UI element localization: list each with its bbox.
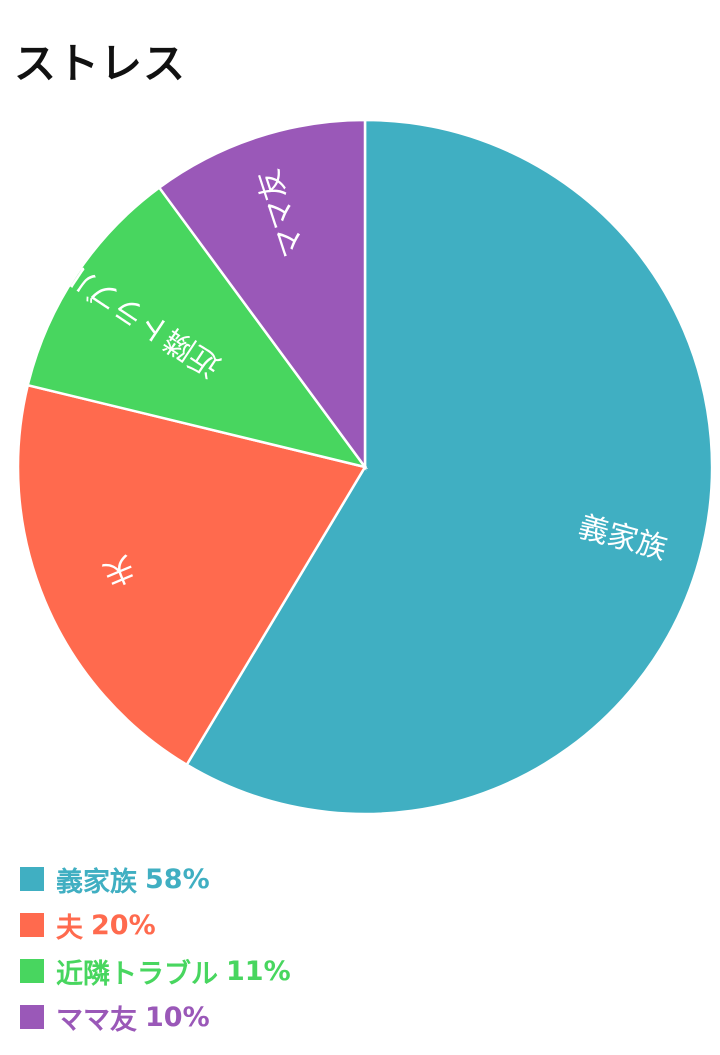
legend-value: 20% xyxy=(91,909,156,941)
legend-item-1[interactable]: 義家族 58% xyxy=(20,856,291,902)
legend-item-2[interactable]: 夫 20% xyxy=(20,902,291,948)
pie-slice-4[interactable] xyxy=(157,118,367,471)
legend-label: 夫 xyxy=(56,912,83,944)
legend-swatch-icon xyxy=(20,913,44,937)
legend-label: ママ友 xyxy=(56,1004,137,1036)
pie-slice-2[interactable] xyxy=(16,383,367,767)
legend-swatch-icon xyxy=(20,1005,44,1029)
legend-item-4[interactable]: ママ友 10% xyxy=(20,994,291,1040)
legend-label: 義家族 xyxy=(56,866,137,898)
chart-legend: 義家族 58% 夫 20% 近隣トラブル 11% ママ友 10% xyxy=(20,856,291,1040)
legend-value: 58% xyxy=(145,863,210,895)
legend-swatch-icon xyxy=(20,959,44,983)
chart-title: ストレス xyxy=(14,39,187,88)
pie-chart-area: 義家族夫近隣トラブル ママ友 xyxy=(16,118,714,816)
legend-swatch-icon xyxy=(20,867,44,891)
legend-item-3[interactable]: 近隣トラブル 11% xyxy=(20,948,291,994)
legend-value: 10% xyxy=(145,1001,210,1033)
legend-value: 11% xyxy=(226,955,291,987)
pie-slice-1[interactable] xyxy=(185,118,714,816)
pie-slice-3[interactable] xyxy=(26,185,369,470)
legend-label: 近隣トラブル xyxy=(56,958,218,990)
